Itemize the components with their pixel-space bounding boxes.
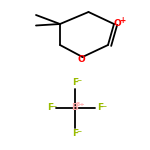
Text: F: F: [72, 129, 78, 138]
Text: +: +: [119, 16, 126, 25]
Text: B: B: [72, 103, 78, 112]
Text: O: O: [114, 19, 122, 28]
Text: F: F: [47, 103, 53, 112]
Text: −: −: [76, 78, 81, 83]
Text: O: O: [78, 55, 86, 64]
Text: −: −: [101, 103, 106, 108]
Text: F: F: [72, 78, 78, 87]
Text: −: −: [51, 103, 56, 108]
Text: F: F: [97, 103, 103, 112]
Text: 3+: 3+: [75, 102, 85, 107]
Text: −: −: [76, 128, 81, 133]
